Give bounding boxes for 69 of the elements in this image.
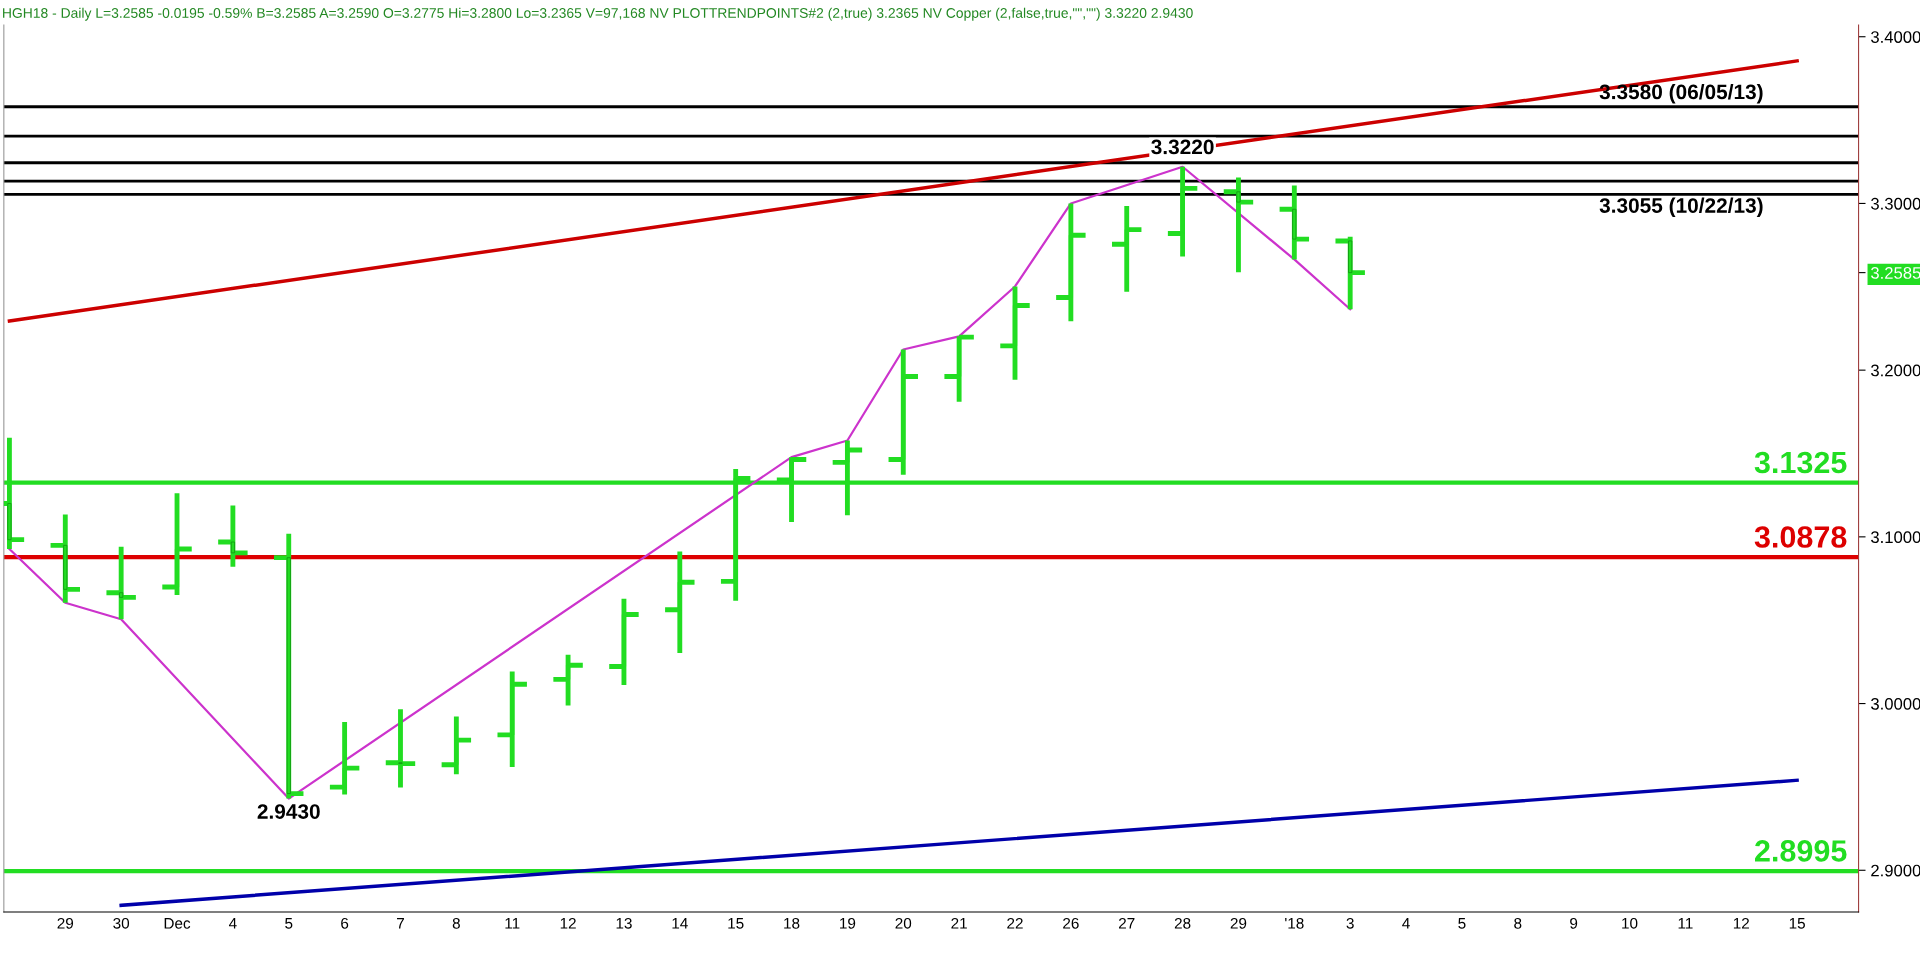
x-tick-label: Dec — [164, 918, 191, 929]
x-tick-label: 7 — [397, 918, 404, 929]
x-tick-label: 5 — [285, 918, 293, 929]
candlestick — [106, 544, 136, 622]
x-tick-label: 11 — [1678, 918, 1693, 929]
candlestick — [218, 503, 248, 570]
x-tick-label: 9 — [1570, 917, 1578, 929]
candlestick — [329, 719, 360, 798]
ref-line-label: 2.8995 — [1755, 840, 1847, 862]
candlestick — [441, 713, 472, 777]
candlestick — [162, 490, 192, 598]
y-tick-label: 3.0000 — [1871, 697, 1920, 710]
x-tick-label: 6 — [341, 917, 349, 929]
x-tick-label: 11 — [505, 918, 520, 929]
x-tick-label: 29 — [1230, 917, 1247, 929]
candlestick — [1335, 234, 1365, 312]
candlestick — [944, 333, 974, 405]
x-tick-label: 28 — [1174, 917, 1191, 929]
candlestick — [1112, 203, 1142, 295]
ref-line-label: 3.3055 (10/22/13) — [1599, 197, 1763, 218]
x-tick-label: 13 — [616, 917, 632, 929]
x-tick-label: 8 — [1514, 917, 1522, 929]
x-tick-label: 29 — [57, 917, 74, 929]
x-tick-label: 20 — [895, 917, 912, 929]
x-tick-label: 14 — [672, 918, 688, 929]
candlestick — [385, 706, 416, 790]
candlestick — [665, 549, 695, 656]
x-tick-label: 15 — [728, 918, 744, 929]
y-tick-label: 3.2000 — [1871, 364, 1920, 377]
candlestick — [609, 596, 639, 688]
y-tick-label: 3.2585 — [1871, 267, 1920, 279]
candlestick — [553, 652, 583, 708]
candlestick — [1000, 284, 1030, 383]
x-tick-label: '18 — [1285, 917, 1304, 929]
ref-line-label: 3.1325 — [1754, 451, 1847, 474]
y-tick-label: 3.1000 — [1871, 531, 1920, 544]
y-tick-label: 3.4000 — [1871, 31, 1920, 43]
x-tick-label: 18 — [784, 917, 800, 929]
x-tick-label: 30 — [113, 917, 130, 929]
x-tick-label: 15 — [1789, 918, 1805, 929]
candlestick — [1167, 164, 1198, 260]
candlestick — [1056, 201, 1086, 324]
x-tick-label: 3 — [1346, 917, 1354, 929]
x-tick-label: 27 — [1119, 917, 1135, 929]
annotation: 2.9430 — [257, 804, 320, 819]
ref-line-label: 3.0878 — [1754, 526, 1847, 548]
candlestick — [1279, 183, 1310, 262]
candlestick — [888, 347, 918, 478]
x-tick-label: 22 — [1007, 917, 1023, 929]
x-tick-label: 21 — [951, 917, 967, 929]
candlestick — [50, 512, 81, 606]
x-tick-label: 12 — [1733, 917, 1749, 929]
x-tick-label: 4 — [1402, 918, 1410, 929]
annotation: 3.3220 — [1151, 139, 1214, 155]
x-tick-label: 26 — [1063, 917, 1079, 929]
candlestick — [497, 668, 527, 770]
candlestick — [1223, 175, 1254, 275]
x-tick-label: 5 — [1458, 918, 1466, 929]
x-tick-label: 8 — [452, 917, 460, 929]
candlestick — [274, 531, 304, 802]
y-tick-label: 3.3000 — [1871, 197, 1920, 210]
line-series — [8, 165, 1352, 800]
ref-line-label: 3.3580 (06/05/13) — [1599, 84, 1763, 104]
chart-title: HGH18 - Daily L=3.2585 -0.0195 -0.59% B=3.2585 A=3.2590 O=3.2775 Hi=3.2800 Lo=3.2365 V=97,168 NV PLOTTRENDPOINTS#2 (2,true) 3.2365 NV Copper (2,false,true,"","") 3.3220 2.9430 — [3, 7, 1193, 21]
x-tick-label: 4 — [228, 918, 237, 929]
x-tick-label: 12 — [560, 917, 576, 929]
x-tick-label: 10 — [1622, 917, 1638, 929]
x-tick-label: 19 — [840, 917, 856, 929]
y-tick-label: 2.9000 — [1871, 864, 1920, 877]
